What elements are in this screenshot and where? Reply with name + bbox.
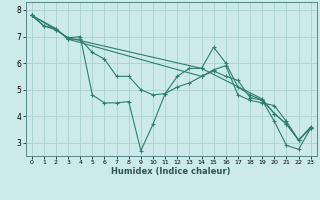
X-axis label: Humidex (Indice chaleur): Humidex (Indice chaleur) — [111, 167, 231, 176]
